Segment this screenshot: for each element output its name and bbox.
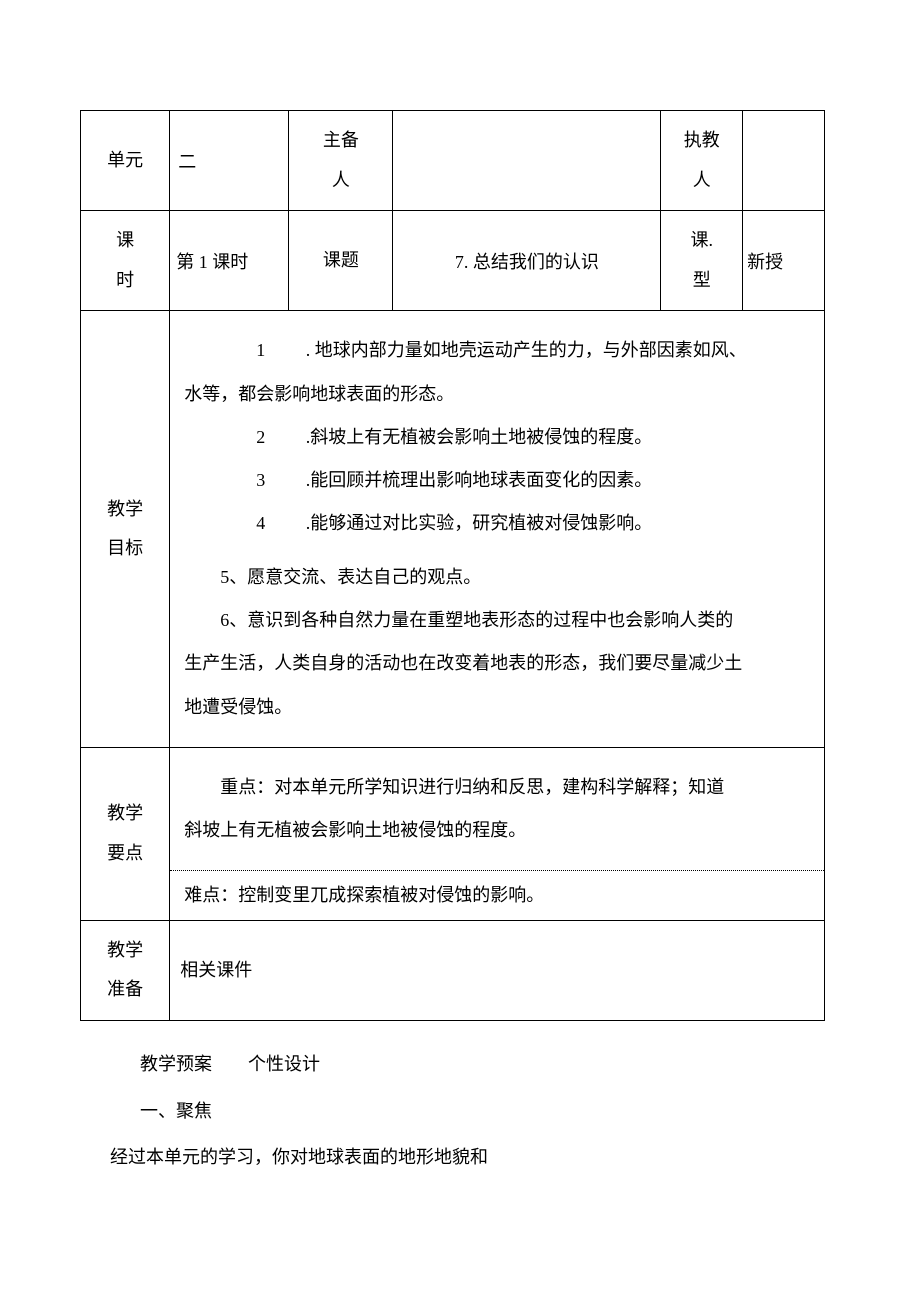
obj-text-6c: 地遭受侵蚀。 (184, 686, 810, 729)
lesson-value: 第 1 课时 (170, 211, 289, 311)
teacher-value (743, 111, 825, 211)
preparer-label-l1: 主备 (295, 121, 386, 161)
teacher-label-l2: 人 (667, 161, 736, 201)
lesson-label-l1: 课 (87, 221, 163, 261)
obj-text-1a: . 地球内部力量如地壳运动产生的力，与外部因素如风、 (270, 340, 747, 360)
preparer-label: 主备 人 (289, 111, 393, 211)
teacher-label-l1: 执教 (667, 121, 736, 161)
prep-label: 教学 准备 (81, 920, 170, 1020)
obj-text-1b: 水等，都会影响地球表面的形态。 (184, 373, 810, 416)
keypoints-label-l2: 要点 (87, 834, 163, 874)
keypoints-main: 重点：对本单元所学知识进行归纳和反思，建构科学解释；知道 斜坡上有无植被会影响土… (170, 748, 824, 871)
preparer-value (393, 111, 661, 211)
objectives-label-l2: 目标 (87, 529, 163, 569)
lesson-plan-table: 单元 二 主备 人 执教 人 课 时 第 1 课时 课题 7. 总结我们的认识 … (80, 110, 825, 1021)
after-p2: 一、聚焦 (140, 1088, 825, 1135)
lesson-label-l2: 时 (87, 261, 163, 301)
type-label: 课. 型 (661, 211, 743, 311)
keypoints-label: 教学 要点 (81, 747, 170, 920)
obj-text-2: .斜坡上有无植被会影响土地被侵蚀的程度。 (270, 427, 653, 447)
table-row-unit: 单元 二 主备 人 执教 人 (81, 111, 825, 211)
objectives-label-l1: 教学 (87, 490, 163, 530)
type-label-l1: 课. (667, 221, 736, 261)
table-row-objectives: 教学 目标 1 . 地球内部力量如地壳运动产生的力，与外部因素如风、 水等，都会… (81, 311, 825, 747)
obj-text-5: 5、愿意交流、表达自己的观点。 (184, 556, 810, 599)
teacher-label: 执教 人 (661, 111, 743, 211)
obj-num-3: 3 (256, 470, 265, 490)
unit-label: 单元 (81, 111, 170, 211)
preparer-label-l2: 人 (295, 161, 386, 201)
objectives-content: 1 . 地球内部力量如地壳运动产生的力，与外部因素如风、 水等，都会影响地球表面… (170, 311, 825, 747)
document-page: 单元 二 主备 人 执教 人 课 时 第 1 课时 课题 7. 总结我们的认识 … (0, 0, 920, 1301)
topic-label: 课题 (289, 211, 393, 311)
lesson-label: 课 时 (81, 211, 170, 311)
obj-text-4: .能够通过对比实验，研究植被对侵蚀影响。 (270, 513, 653, 533)
type-label-l2: 型 (667, 261, 736, 301)
after-p3: 经过本单元的学习，你对地球表面的地形地貌和 (110, 1134, 825, 1181)
table-row-keypoints: 教学 要点 重点：对本单元所学知识进行归纳和反思，建构科学解释；知道 斜坡上有无… (81, 747, 825, 920)
prep-label-l2: 准备 (87, 970, 163, 1010)
keypoints-main-a: 重点：对本单元所学知识进行归纳和反思，建构科学解释；知道 (184, 766, 810, 809)
type-value: 新授 (743, 211, 825, 311)
obj-text-6a: 6、意识到各种自然力量在重塑地表形态的过程中也会影响人类的 (184, 599, 810, 642)
unit-value: 二 (170, 111, 289, 211)
obj-text-3: .能回顾并梳理出影响地球表面变化的因素。 (270, 470, 653, 490)
after-p1: 教学预案 个性设计 (140, 1041, 825, 1088)
topic-value: 7. 总结我们的认识 (393, 211, 661, 311)
keypoints-content: 重点：对本单元所学知识进行归纳和反思，建构科学解释；知道 斜坡上有无植被会影响土… (170, 747, 825, 920)
keypoints-main-b: 斜坡上有无植被会影响土地被侵蚀的程度。 (184, 809, 810, 852)
prep-value: 相关课件 (170, 920, 825, 1020)
after-table-text: 教学预案 个性设计 一、聚焦 经过本单元的学习，你对地球表面的地形地貌和 (80, 1021, 825, 1181)
obj-num-2: 2 (256, 427, 265, 447)
keypoints-label-l1: 教学 (87, 794, 163, 834)
obj-text-6b: 生产生活，人类自身的活动也在改变着地表的形态，我们要尽量减少土 (184, 642, 810, 685)
prep-label-l1: 教学 (87, 931, 163, 971)
obj-num-4: 4 (256, 513, 265, 533)
table-row-lesson: 课 时 第 1 课时 课题 7. 总结我们的认识 课. 型 新授 (81, 211, 825, 311)
objectives-label: 教学 目标 (81, 311, 170, 747)
obj-num-1: 1 (256, 340, 265, 360)
table-row-prep: 教学 准备 相关课件 (81, 920, 825, 1020)
keypoints-difficulty: 难点：控制变里兀成探索植被对侵蚀的影响。 (170, 871, 824, 919)
